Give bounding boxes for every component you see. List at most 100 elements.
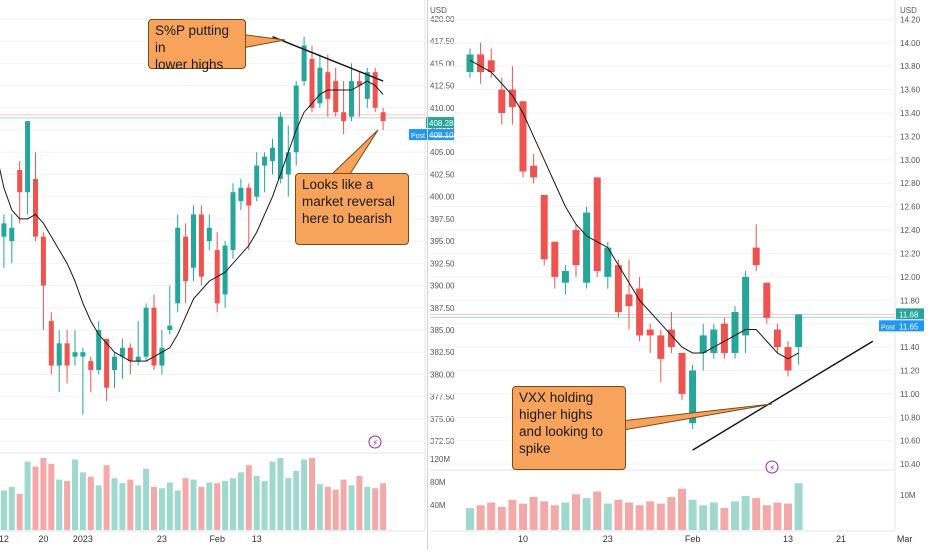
y-tick-label: 11.20 bbox=[900, 367, 920, 376]
annotation-market-reversal[interactable]: Looks like a market reversal here to bea… bbox=[295, 173, 409, 245]
post-price-label: 11.65 bbox=[899, 322, 919, 331]
x-tick-label: 13 bbox=[252, 534, 262, 544]
candle-body bbox=[9, 227, 15, 242]
candle-body bbox=[135, 356, 141, 362]
y-tick-label: 13.80 bbox=[900, 62, 921, 71]
volume-bar bbox=[151, 486, 157, 530]
y-tick-label: 377.50 bbox=[430, 393, 455, 402]
volume-bar bbox=[158, 488, 165, 530]
y-tick-label: 10.60 bbox=[900, 437, 921, 446]
x-tick-label: Mar bbox=[897, 534, 913, 544]
candle-body bbox=[40, 236, 46, 286]
candle-body bbox=[80, 352, 86, 357]
volume-bar bbox=[550, 505, 559, 530]
last-price-box bbox=[426, 117, 454, 129]
volume-bar bbox=[529, 497, 538, 530]
y-tick-label: 392.50 bbox=[430, 259, 455, 268]
candle-body bbox=[341, 112, 347, 122]
candle-body bbox=[667, 329, 675, 348]
y-tick-label: 12.60 bbox=[900, 203, 921, 212]
volume-bar bbox=[497, 506, 506, 530]
volume-bar bbox=[119, 483, 126, 530]
volume-bar bbox=[293, 470, 300, 530]
y-tick-label: 415.00 bbox=[430, 59, 455, 68]
x-tick-label: 12 bbox=[0, 534, 9, 544]
candle-body bbox=[159, 347, 165, 366]
y-tick-label: 372.50 bbox=[430, 437, 455, 446]
candle-body bbox=[333, 81, 339, 113]
y-tick-label: 12.20 bbox=[900, 249, 921, 258]
sp500-chart: USD420.00417.50415.00412.50410.00407.504… bbox=[0, 0, 455, 544]
volume-bar bbox=[603, 503, 612, 530]
volume-bar bbox=[316, 483, 323, 530]
lightning-icon-glyph: ⚡ bbox=[769, 464, 775, 474]
y-tick-label: 412.50 bbox=[430, 82, 455, 91]
last-price-label: 11.68 bbox=[899, 310, 919, 319]
volume-bar bbox=[206, 482, 213, 530]
annotation-sp-text: S%P putting in lower highs bbox=[155, 23, 230, 72]
y-tick-label: 10.80 bbox=[900, 413, 921, 422]
candle-body bbox=[112, 356, 117, 370]
candle-body bbox=[270, 147, 275, 162]
y-tick-label: 13.20 bbox=[900, 132, 921, 141]
candle-body bbox=[364, 72, 370, 99]
volume-bar bbox=[635, 505, 644, 530]
volume-bar bbox=[309, 458, 315, 530]
candle-body bbox=[25, 121, 31, 193]
candle-body bbox=[614, 265, 622, 312]
post-tag-box bbox=[409, 129, 426, 141]
candle-body bbox=[317, 67, 323, 104]
candle-body bbox=[561, 271, 569, 283]
volume-bar bbox=[135, 485, 142, 530]
candle-body bbox=[167, 325, 173, 330]
x-tick-label: 10 bbox=[518, 534, 528, 544]
volume-bar bbox=[656, 503, 665, 530]
candle-body bbox=[262, 156, 268, 166]
volume-bar bbox=[16, 494, 23, 530]
candle-body bbox=[104, 338, 110, 388]
candle-body bbox=[254, 165, 260, 197]
candle-body bbox=[238, 187, 244, 202]
volume-bar bbox=[340, 479, 347, 530]
volume-bar bbox=[508, 499, 517, 530]
x-tick-label: 2023 bbox=[73, 534, 93, 544]
post-price-box bbox=[426, 129, 454, 141]
volume-bar bbox=[79, 472, 86, 530]
candle-body bbox=[742, 276, 750, 336]
volume-bar bbox=[709, 502, 718, 530]
volume-bar bbox=[561, 502, 570, 530]
y-tick-label: 12.40 bbox=[900, 226, 921, 235]
volume-tick-label: 40M bbox=[430, 501, 446, 510]
x-tick-label: 20 bbox=[38, 534, 48, 544]
candle-body bbox=[230, 192, 236, 250]
volume-bar bbox=[466, 508, 474, 530]
currency-label: USD bbox=[900, 6, 917, 15]
y-tick-label: 10.40 bbox=[900, 460, 921, 469]
candle-body bbox=[293, 85, 299, 153]
volume-bar bbox=[324, 486, 331, 530]
volume-bar bbox=[64, 481, 71, 530]
volume-bar bbox=[285, 478, 292, 530]
annotation-vxx-higher-highs[interactable]: VXX holding higher highs and looking to … bbox=[512, 386, 626, 470]
volume-bar bbox=[72, 459, 78, 530]
candle-body bbox=[246, 187, 252, 206]
volume-bar bbox=[741, 495, 750, 530]
y-tick-label: 13.00 bbox=[900, 156, 921, 165]
volume-tick-label: 120M bbox=[430, 455, 450, 464]
volume-bar bbox=[0, 490, 7, 530]
candle-body bbox=[17, 170, 23, 193]
volume-bar bbox=[752, 498, 761, 530]
candle-body bbox=[710, 329, 718, 353]
candle-body bbox=[752, 247, 760, 266]
candle-body bbox=[222, 245, 228, 295]
trendline bbox=[692, 340, 874, 451]
volume-bar bbox=[720, 508, 729, 530]
y-tick-label: 400.00 bbox=[430, 193, 455, 202]
volume-bar bbox=[593, 491, 602, 530]
currency-label: USD bbox=[430, 6, 447, 15]
volume-bar bbox=[784, 503, 792, 530]
candle-body bbox=[56, 343, 62, 366]
candle-body bbox=[699, 335, 707, 353]
annotation-sp-lower-highs[interactable]: S%P putting in lower highs bbox=[148, 19, 246, 72]
